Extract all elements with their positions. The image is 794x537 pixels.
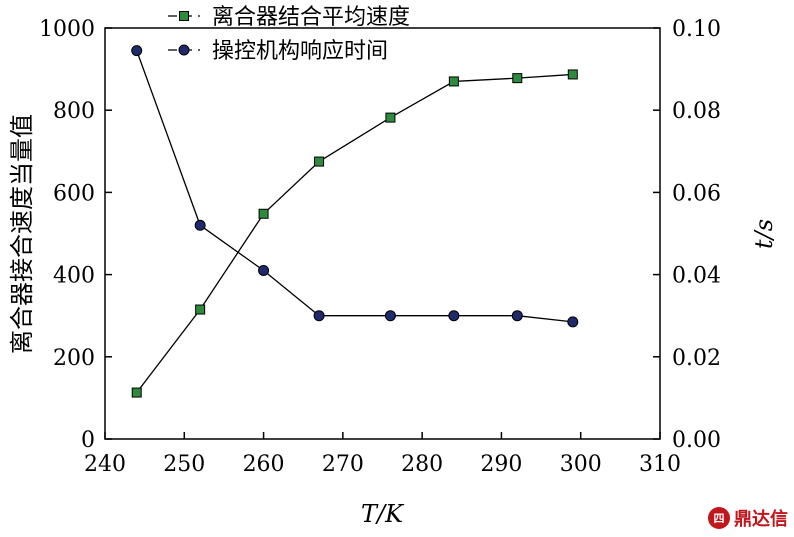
legend-item: 离合器结合平均速度: [168, 5, 410, 30]
x-tick-label: 290: [480, 452, 522, 477]
watermark-seal: 四: [708, 507, 730, 529]
x-tick-label: 250: [163, 452, 205, 477]
y-axis-title: 离合器接合速度当量值: [8, 114, 36, 354]
series-2: [131, 45, 579, 328]
data-point-circle: [313, 310, 325, 322]
y-tick-label: 0: [81, 428, 95, 453]
data-point-square: [258, 208, 269, 219]
y-axis-ticks: 0 200 400 600 800 1000: [39, 17, 112, 453]
data-point-square: [314, 156, 325, 167]
data-point-circle: [384, 310, 396, 322]
data-point-square: [448, 76, 459, 87]
y2-axis-ticks: 0.00 0.02 0.04 0.06 0.08 0.10: [653, 17, 721, 453]
y-tick-label: 800: [53, 99, 95, 124]
data-point-square: [567, 69, 578, 80]
y2-axis-title: t/s: [750, 219, 778, 249]
x-axis-title: T/K: [361, 500, 405, 528]
data-point-square: [131, 387, 142, 398]
data-point-square: [195, 304, 206, 315]
watermark-text: 鼎达信: [734, 509, 788, 530]
data-point-square: [512, 73, 523, 84]
y-tick-label: 600: [53, 181, 95, 206]
data-point-circle: [448, 310, 460, 322]
legend-marker-square: [179, 11, 189, 21]
y-tick-label: 200: [53, 346, 95, 371]
data-point-circle: [194, 219, 206, 231]
x-axis-ticks: 240 250 260 270 280 290 300 310: [84, 432, 681, 477]
series-1: [131, 69, 578, 398]
data-point-circle: [511, 310, 523, 322]
x-tick-label: 310: [639, 452, 681, 477]
data-point-square: [385, 112, 396, 123]
legend-marker-circle: [178, 44, 190, 56]
y2-tick-label: 0.06: [672, 181, 721, 206]
y2-tick-label: 0.08: [672, 99, 721, 124]
plot-frame: [104, 27, 661, 440]
y2-tick-label: 0.10: [672, 17, 721, 42]
data-point-circle: [131, 45, 143, 57]
legend-label: 离合器结合平均速度: [212, 5, 410, 30]
y-tick-label: 1000: [39, 17, 95, 42]
x-tick-label: 270: [322, 452, 364, 477]
y-tick-label: 400: [53, 264, 95, 289]
legend-item: 操控机构响应时间: [168, 39, 388, 64]
watermark-logo: 四 鼎达信: [708, 505, 788, 531]
x-tick-label: 280: [401, 452, 443, 477]
series-layer: [131, 45, 579, 398]
x-tick-label: 300: [560, 452, 602, 477]
x-tick-label: 260: [243, 452, 285, 477]
legend-label: 操控机构响应时间: [212, 39, 388, 64]
y2-tick-label: 0.02: [672, 346, 721, 371]
y2-tick-label: 0.00: [672, 428, 721, 453]
data-point-circle: [258, 264, 270, 276]
x-tick-label: 240: [84, 452, 126, 477]
y2-tick-label: 0.04: [672, 264, 721, 289]
data-point-circle: [567, 316, 579, 328]
series-line: [136, 73, 573, 393]
series-line: [136, 50, 573, 323]
